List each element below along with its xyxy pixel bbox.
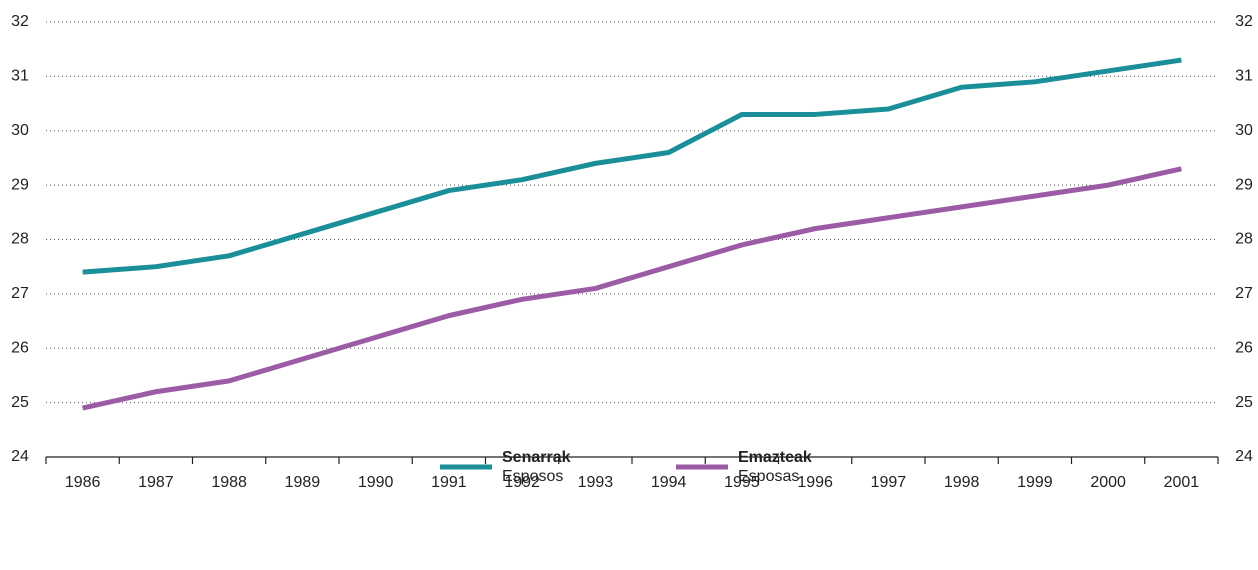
legend-label: Senarrak	[502, 449, 571, 466]
y2-tick-label: 26	[1235, 339, 1253, 356]
y2-tick-label: 25	[1235, 394, 1253, 411]
y-tick-label: 30	[11, 122, 29, 139]
x-tick-label: 1990	[358, 474, 394, 491]
x-tick-label: 1992	[504, 474, 540, 491]
x-tick-label: 1989	[285, 474, 321, 491]
x-tick-label: 1997	[871, 474, 907, 491]
y2-tick-label: 28	[1235, 231, 1253, 248]
x-tick-label: 1998	[944, 474, 980, 491]
series-line	[82, 166, 1182, 411]
x-tick-label: 1987	[138, 474, 174, 491]
x-tick-label: 1999	[1017, 474, 1053, 491]
legend-sublabel: Esposos	[502, 468, 563, 485]
y-tick-label: 32	[11, 13, 29, 30]
y2-tick-label: 32	[1235, 13, 1253, 30]
series-line	[82, 57, 1182, 275]
x-tick-label: 1988	[211, 474, 247, 491]
y2-tick-label: 29	[1235, 176, 1253, 193]
y-tick-label: 28	[11, 231, 29, 248]
x-tick-label: 1986	[65, 474, 101, 491]
y-tick-label: 26	[11, 339, 29, 356]
x-tick-label: 1994	[651, 474, 687, 491]
y2-tick-label: 31	[1235, 68, 1253, 85]
y2-tick-label: 27	[1235, 285, 1253, 302]
y2-tick-label: 30	[1235, 122, 1253, 139]
x-tick-label: 2000	[1090, 474, 1126, 491]
y-tick-label: 31	[11, 68, 29, 85]
x-tick-label: 1996	[797, 474, 833, 491]
y-tick-label: 24	[11, 448, 29, 465]
y-tick-label: 27	[11, 285, 29, 302]
legend-label: Emazteak	[738, 449, 812, 466]
y2-tick-label: 24	[1235, 448, 1253, 465]
x-tick-label: 2001	[1164, 474, 1200, 491]
y-tick-label: 29	[11, 176, 29, 193]
x-tick-label: 1993	[578, 474, 614, 491]
x-tick-label: 1995	[724, 474, 760, 491]
y-tick-label: 25	[11, 394, 29, 411]
x-tick-label: 1991	[431, 474, 467, 491]
legend-sublabel: Esposas	[738, 468, 799, 485]
